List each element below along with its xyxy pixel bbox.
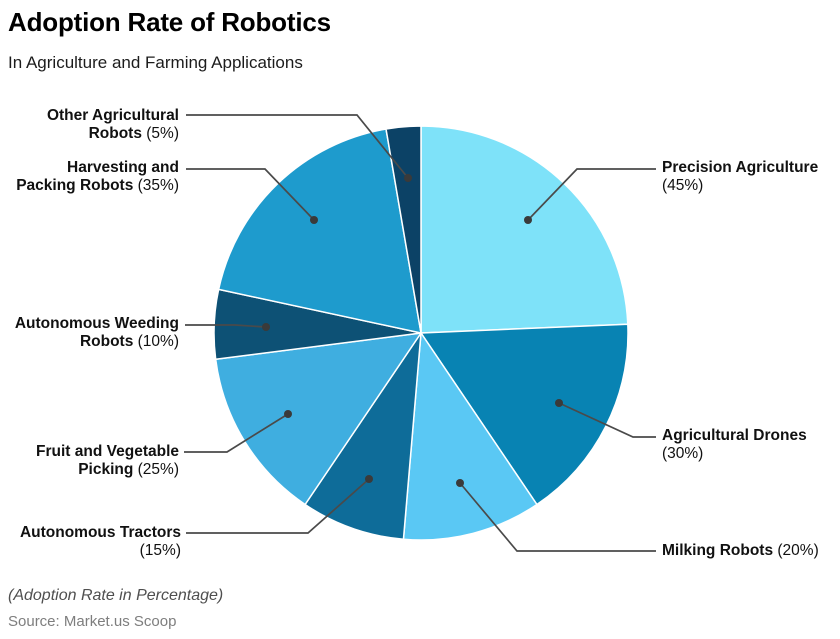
slice-label-harvesting-and-packing-robots: Harvesting and Packing Robots (35%) — [16, 159, 179, 194]
slice-label-name: Harvesting and — [67, 159, 179, 176]
leader-dot-precision-agriculture — [524, 216, 532, 224]
slice-label-name: Robots — [79, 332, 134, 350]
leader-line-autonomous-tractors — [186, 478, 370, 534]
leader-line-other-agricultural-robots — [186, 114, 409, 179]
adoption-rate-note: (Adoption Rate in Percentage) — [8, 587, 224, 604]
slice-label-value: (10%) — [133, 332, 179, 350]
slice-label-autonomous-tractors: Autonomous Tractors (15%) — [20, 524, 181, 559]
slice-label-precision-agriculture: Precision Agriculture (45%) — [662, 159, 818, 194]
slice-label-milking-robots: Milking Robots (20%) — [662, 542, 819, 560]
slice-label-name: Picking — [78, 460, 134, 478]
source-text: Source: Market.us Scoop — [8, 613, 177, 630]
slice-label-name: Fruit and Vegetable — [36, 443, 179, 460]
slice-label-name: Milking Robots — [662, 542, 774, 559]
slice-label-value: (30%) — [662, 444, 704, 462]
slice-label-other-agricultural-robots: Other Agricultural Robots (5%) — [47, 107, 179, 142]
slice-label-name: Autonomous Tractors — [19, 524, 181, 541]
slice-label-name: Agricultural Drones — [662, 427, 807, 444]
pie-slice-autonomous-tractors — [304, 332, 422, 540]
slice-label-name: Robots — [88, 124, 142, 142]
leader-dot-agricultural-drones — [555, 399, 563, 407]
slice-label-autonomous-weeding-robots: Autonomous Weeding Robots (10%) — [15, 315, 179, 350]
leader-dot-other-agricultural-robots — [404, 174, 412, 182]
slice-label-fruit-and-vegetable-picking: Fruit and Vegetable Picking (25%) — [36, 443, 179, 478]
slice-label-name: Packing Robots — [16, 176, 134, 194]
slice-label-name: Other Agricultural — [46, 107, 179, 124]
leader-line-milking-robots — [459, 482, 656, 552]
chart-title: Adoption Rate of Robotics — [8, 7, 331, 37]
leader-dot-milking-robots — [456, 479, 464, 487]
leader-dot-autonomous-tractors — [365, 475, 373, 483]
pie-slice-harvesting-and-packing-robots — [217, 128, 422, 334]
pie-slice-precision-agriculture — [420, 125, 629, 334]
leader-line-autonomous-weeding-robots — [185, 324, 267, 328]
pie-slice-other-agricultural-robots — [385, 125, 422, 334]
slice-label-value: (5%) — [141, 124, 179, 142]
leader-dot-harvesting-and-packing-robots — [310, 216, 318, 224]
leader-dot-fruit-and-vegetable-picking — [284, 410, 292, 418]
slice-label-agricultural-drones: Agricultural Drones (30%) — [662, 427, 807, 462]
leader-line-precision-agriculture — [527, 168, 656, 221]
pie-slice-milking-robots — [402, 332, 538, 541]
leader-line-agricultural-drones — [558, 402, 656, 438]
leader-line-fruit-and-vegetable-picking — [184, 413, 289, 453]
slice-label-value: (15%) — [139, 541, 181, 559]
chart-subtitle: In Agriculture and Farming Applications — [8, 53, 303, 72]
slice-label-value: (20%) — [773, 542, 819, 559]
leader-line-harvesting-and-packing-robots — [186, 168, 315, 221]
slice-label-name: Autonomous Weeding — [14, 315, 179, 332]
leader-dot-autonomous-weeding-robots — [262, 323, 270, 331]
slice-label-value: (45%) — [662, 176, 704, 194]
slice-label-name: Precision Agriculture — [662, 159, 819, 176]
pie-slice-agricultural-drones — [420, 323, 629, 506]
slice-label-value: (35%) — [133, 176, 179, 194]
slice-label-value: (25%) — [133, 460, 179, 478]
